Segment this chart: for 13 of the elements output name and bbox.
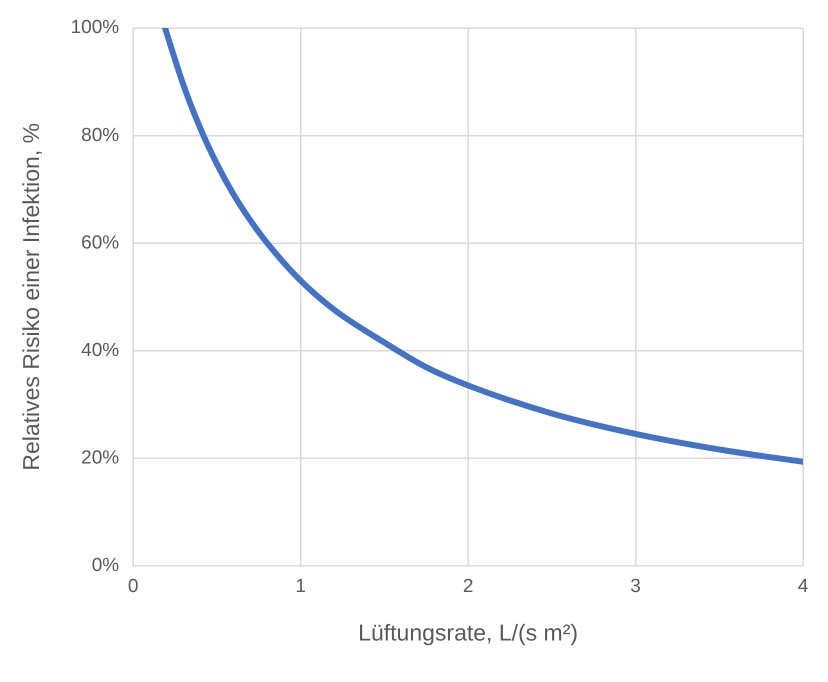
x-tick-label: 1 [295,576,306,598]
x-axis-title: Lüftungsrate, L/(s m²) [358,620,578,646]
x-tick-label: 4 [798,576,809,598]
y-tick-label: 60% [81,232,120,254]
y-tick-label: 0% [92,554,120,576]
x-tick-label: 0 [128,576,138,598]
y-tick-label: 80% [81,124,120,146]
y-tick-label: 40% [81,340,120,361]
y-axis-title: Relatives Risiko einer Infektion, % [18,122,44,471]
y-tick-label: 100% [70,17,120,38]
y-tick-label: 20% [81,447,120,468]
x-tick-label: 2 [462,576,474,598]
x-tick-label: 3 [630,576,641,598]
